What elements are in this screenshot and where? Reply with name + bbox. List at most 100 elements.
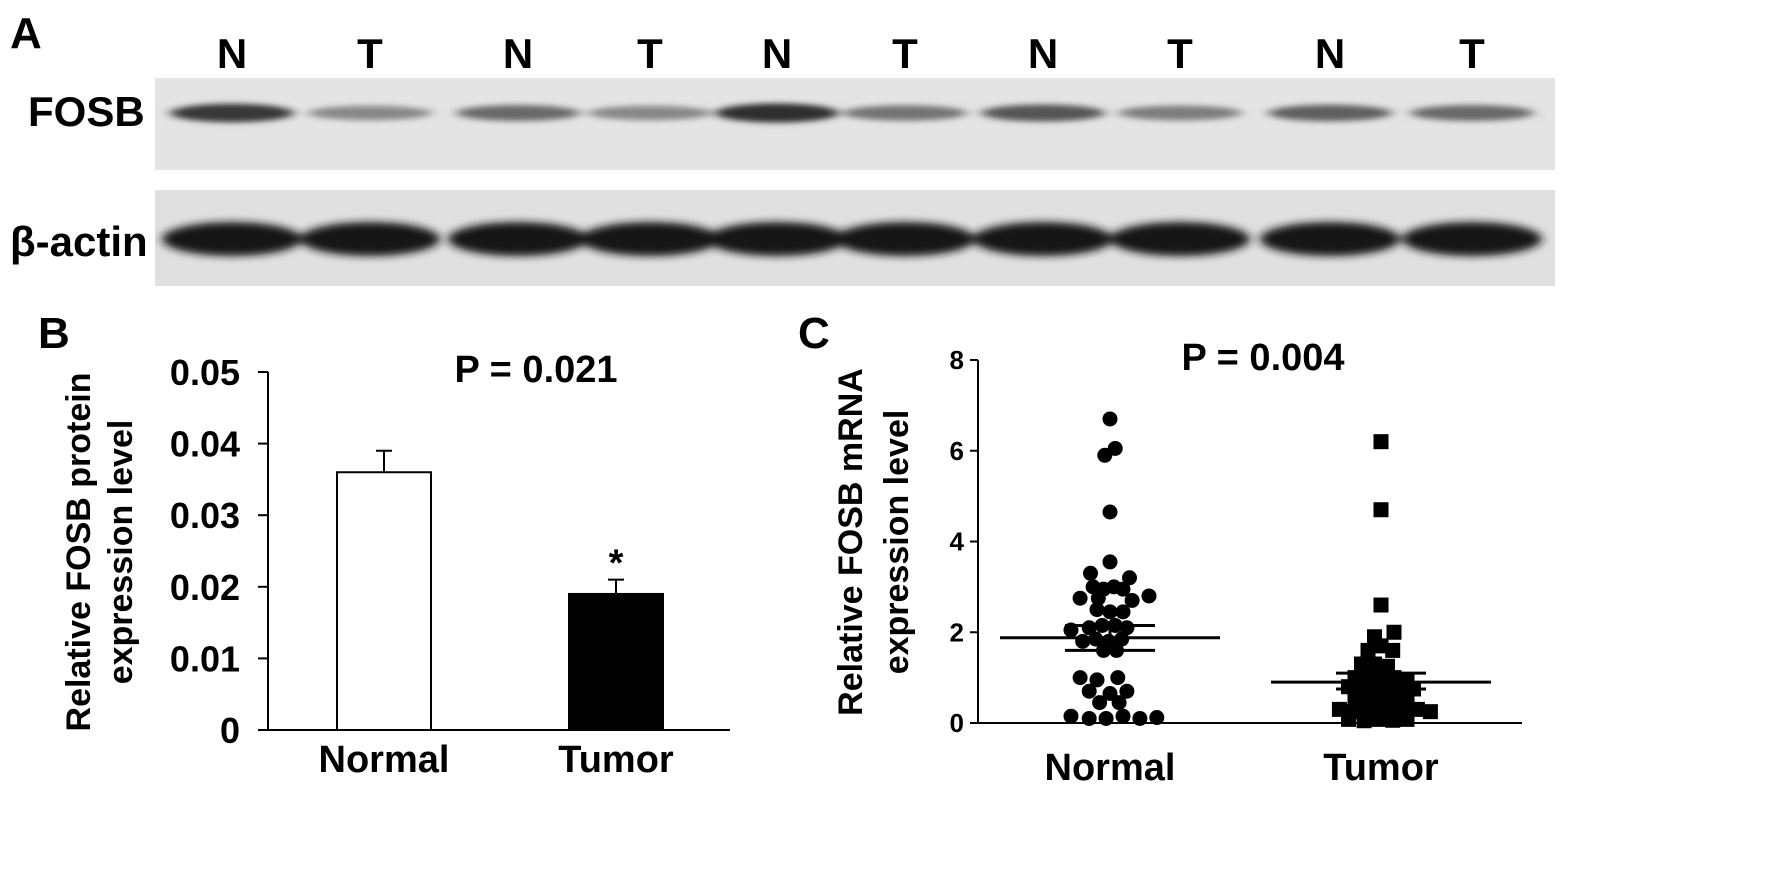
- chart-c-point-normal: [1107, 440, 1123, 456]
- chart-c-ytick-label: 4: [950, 527, 965, 557]
- chart-c-p-value: P = 0.004: [1181, 337, 1344, 379]
- chart-b-ytick-label: 0: [220, 710, 240, 751]
- fosb-blot-membrane: [155, 78, 1555, 170]
- chart-c-point-normal: [1063, 708, 1079, 724]
- chart-c-ytick-label: 6: [950, 436, 964, 466]
- actin-band: [448, 222, 588, 256]
- lane-label: T: [1459, 30, 1485, 77]
- chart-c-point-normal: [1102, 686, 1118, 702]
- chart-c-point-tumor: [1357, 701, 1373, 717]
- western-blot-images: [155, 78, 1555, 286]
- panel-a-letter: A: [10, 9, 42, 58]
- chart-b-p-value: P = 0.021: [454, 349, 617, 391]
- chart-c-point-tumor: [1385, 712, 1401, 728]
- chart-c-ytick-label: 0: [950, 708, 964, 738]
- lane-label: N: [1027, 30, 1059, 77]
- chart-c-point-normal: [1115, 604, 1131, 620]
- chart-c-point-tumor: [1373, 690, 1389, 706]
- chart-c-point-normal: [1089, 602, 1105, 618]
- chart-c-point-tumor: [1399, 711, 1415, 727]
- chart-c-point-normal: [1115, 581, 1131, 597]
- actin-band: [580, 222, 720, 256]
- lane-label: T: [892, 30, 918, 77]
- fosb-band: [715, 103, 839, 123]
- fosb-band: [308, 105, 432, 121]
- fosb-band: [981, 104, 1105, 122]
- chart-c-point-normal: [1102, 554, 1118, 570]
- fosb-blot-label: FOSB: [28, 88, 145, 135]
- chart-b-ytick-label: 0.05: [170, 352, 240, 393]
- chart-c-ylabel-line: expression level: [878, 410, 916, 675]
- chart-c-xtick-label: Tumor: [1323, 747, 1439, 789]
- chart-b-ylabel: Relative FOSB protein expression level: [60, 373, 140, 732]
- chart-c-point-normal: [1141, 588, 1157, 604]
- chart-c-point-normal: [1124, 592, 1140, 608]
- chart-c-point-tumor: [1360, 642, 1376, 658]
- chart-c-point-normal: [1089, 672, 1105, 688]
- chart-b-ytick-label: 0.03: [170, 495, 240, 536]
- chart-b-ytick-label: 0.02: [170, 567, 240, 608]
- chart-c-point-tumor: [1373, 502, 1389, 518]
- chart-b-bar: [568, 592, 664, 731]
- chart-c-point-tumor: [1385, 642, 1401, 658]
- actin-blot-label: β-actin: [10, 218, 148, 265]
- chart-c-point-normal: [1122, 570, 1137, 586]
- fosb-band: [456, 105, 580, 121]
- actin-band: [835, 222, 975, 256]
- chart-c-point-tumor: [1373, 597, 1389, 613]
- chart-b-ylabel-line: expression level: [102, 420, 140, 685]
- chart-c-point-tumor: [1373, 638, 1389, 654]
- chart-c-point-normal: [1149, 710, 1165, 726]
- lane-label: N: [502, 30, 534, 77]
- mrna-scatter-plot: Relative FOSB mRNA expression level 0 2 4 6 8…: [832, 337, 1522, 789]
- fosb-band: [843, 105, 967, 121]
- chart-c-point-normal: [1102, 604, 1118, 620]
- fosb-band: [170, 103, 294, 123]
- panel-b-letter: B: [38, 309, 70, 358]
- lane-label: T: [1167, 30, 1193, 77]
- chart-c-point-tumor: [1354, 656, 1369, 672]
- chart-c-point-tumor: [1367, 656, 1382, 672]
- lane-label: T: [637, 30, 663, 77]
- panel-c-letter: C: [798, 309, 830, 358]
- chart-c-point-tumor: [1341, 711, 1356, 727]
- chart-b-xtick-label: Tumor: [558, 739, 674, 781]
- chart-b-bar: [336, 471, 432, 732]
- chart-c-point-normal: [1102, 504, 1118, 520]
- chart-c-point-normal: [1119, 683, 1135, 699]
- actin-band: [300, 222, 440, 256]
- actin-band: [707, 222, 847, 256]
- fosb-band: [588, 105, 712, 121]
- chart-b-ylabel-line: Relative FOSB protein: [60, 373, 98, 732]
- protein-bar-chart: Relative FOSB protein expression level 0 0…: [60, 349, 730, 781]
- chart-c-point-tumor: [1422, 704, 1438, 720]
- fosb-band: [1118, 105, 1242, 121]
- chart-c-xtick-label: Normal: [1045, 747, 1176, 789]
- actin-band: [1260, 222, 1400, 256]
- chart-c-point-normal: [1090, 590, 1106, 606]
- lane-label: N: [1314, 30, 1346, 77]
- chart-c-ytick-label: 8: [950, 345, 964, 375]
- chart-c-point-normal: [1081, 683, 1097, 699]
- chart-c-point-tumor: [1356, 713, 1372, 729]
- chart-b-xtick-label: Normal: [319, 739, 450, 781]
- fosb-band: [1410, 105, 1534, 121]
- chart-c-point-normal: [1111, 695, 1127, 711]
- chart-b-ytick-label: 0.04: [170, 424, 240, 465]
- actin-band: [1110, 222, 1250, 256]
- chart-c-point-normal: [1110, 670, 1126, 686]
- chart-c-point-tumor: [1360, 667, 1376, 683]
- chart-c-point-normal: [1075, 633, 1091, 649]
- chart-c-point-normal: [1083, 565, 1098, 581]
- chart-c-ylabel-line: Relative FOSB mRNA: [832, 368, 870, 716]
- lane-label: N: [216, 30, 248, 77]
- chart-c-point-tumor: [1370, 711, 1386, 727]
- chart-b-ytick-label: 0.01: [170, 638, 240, 679]
- chart-c-point-normal: [1092, 695, 1108, 711]
- chart-c-ytick-label: 2: [950, 617, 964, 647]
- chart-c-point-normal: [1072, 590, 1088, 606]
- chart-c-point-normal: [1072, 670, 1088, 686]
- chart-c-point-tumor: [1373, 434, 1389, 450]
- chart-b-significance-marker: *: [609, 543, 624, 585]
- chart-c-point-tumor: [1380, 658, 1395, 674]
